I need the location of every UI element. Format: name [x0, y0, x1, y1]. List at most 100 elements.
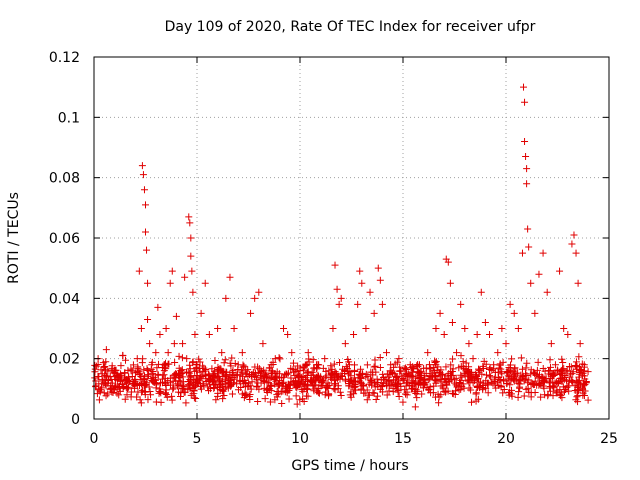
data-point	[447, 361, 455, 369]
data-point	[247, 309, 255, 317]
data-point	[271, 380, 279, 388]
data-point	[552, 378, 560, 386]
data-point	[391, 370, 399, 378]
data-point	[212, 396, 220, 404]
y-axis-title: ROTI / TECUs	[6, 192, 22, 284]
data-point	[284, 331, 292, 339]
data-point	[459, 380, 467, 388]
data-point	[505, 389, 513, 397]
data-point	[157, 379, 165, 387]
data-point	[123, 379, 131, 387]
data-point	[428, 373, 436, 381]
data-point	[521, 98, 529, 106]
data-point	[507, 376, 515, 384]
data-point	[312, 361, 320, 369]
data-point	[341, 375, 349, 383]
data-point	[465, 340, 473, 348]
data-point	[441, 374, 449, 382]
y-tick-label: 0.06	[49, 231, 80, 247]
data-point	[374, 264, 382, 272]
data-point	[495, 381, 503, 389]
data-point	[123, 391, 131, 399]
data-point	[369, 371, 377, 379]
data-point	[407, 364, 415, 372]
data-point	[472, 389, 480, 397]
data-point	[317, 373, 325, 381]
data-point	[387, 361, 395, 369]
data-point	[337, 294, 345, 302]
data-point	[376, 354, 384, 362]
data-point	[122, 375, 130, 383]
data-point	[385, 376, 393, 384]
data-point	[575, 377, 583, 385]
data-point	[524, 384, 532, 392]
data-point	[224, 376, 232, 384]
data-point	[347, 388, 355, 396]
data-point	[262, 386, 270, 394]
data-point	[321, 355, 329, 363]
data-point	[329, 372, 337, 380]
data-point	[135, 370, 143, 378]
data-point	[227, 362, 235, 370]
data-point	[141, 388, 149, 396]
data-point	[170, 371, 178, 379]
data-point	[355, 370, 363, 378]
data-point	[226, 273, 234, 281]
data-point	[160, 371, 168, 379]
data-point	[417, 371, 425, 379]
data-point	[206, 375, 214, 383]
data-point	[522, 364, 530, 372]
data-point	[525, 243, 533, 251]
data-point	[490, 361, 498, 369]
data-point	[139, 171, 147, 179]
data-point	[271, 396, 279, 404]
data-point	[461, 325, 469, 332]
data-point	[308, 378, 316, 386]
data-point	[261, 395, 269, 403]
data-point	[566, 373, 574, 381]
data-point	[138, 162, 146, 170]
data-point	[357, 385, 365, 393]
data-point	[112, 383, 120, 391]
data-point	[361, 389, 369, 397]
data-point	[181, 273, 189, 281]
data-point	[387, 381, 395, 389]
data-point	[524, 225, 532, 233]
data-point	[429, 364, 437, 372]
data-point	[185, 213, 193, 221]
x-axis-title: GPS time / hours	[291, 458, 408, 474]
x-tick-label: 0	[90, 431, 99, 447]
data-point	[115, 391, 123, 399]
data-point	[244, 366, 252, 374]
data-point	[288, 349, 296, 357]
data-point	[580, 361, 588, 369]
data-point	[218, 349, 226, 357]
data-point	[184, 377, 192, 385]
data-point	[352, 378, 360, 386]
data-point	[336, 359, 344, 367]
data-point	[191, 331, 199, 339]
data-point	[575, 370, 583, 378]
data-point	[220, 391, 228, 399]
data-point	[319, 377, 327, 385]
data-point	[365, 380, 373, 388]
data-point	[131, 376, 139, 384]
data-point	[161, 389, 169, 397]
data-point	[365, 391, 373, 399]
data-point	[508, 355, 516, 363]
data-point	[187, 234, 195, 242]
data-point	[287, 364, 295, 372]
data-point	[263, 379, 271, 387]
data-point	[518, 249, 526, 257]
data-point	[506, 300, 514, 308]
data-point	[514, 325, 522, 332]
data-point	[199, 380, 207, 388]
data-point	[517, 371, 525, 379]
data-point	[179, 340, 187, 348]
data-point	[510, 377, 518, 385]
data-point	[484, 389, 492, 397]
data-point	[117, 362, 125, 370]
data-point	[464, 372, 472, 380]
data-point	[540, 378, 548, 386]
data-point	[448, 318, 456, 326]
